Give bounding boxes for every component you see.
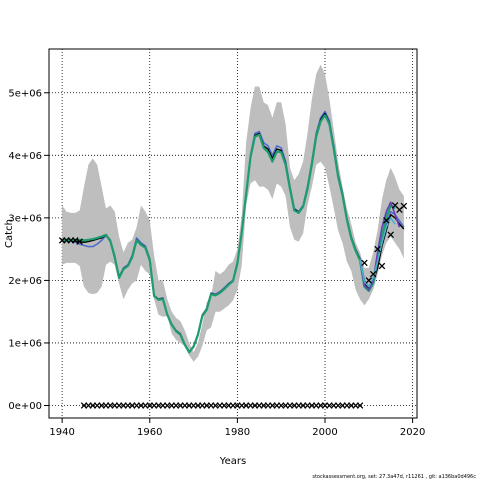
y-tick-label: 1e+06 xyxy=(8,338,42,349)
x-tick-label: 1960 xyxy=(137,427,162,438)
observed-point xyxy=(378,262,386,270)
x-axis-title: Years xyxy=(219,456,246,467)
confidence-band-area xyxy=(62,64,404,362)
observed-point xyxy=(369,270,377,278)
y-tick-label: 0e+00 xyxy=(8,401,42,412)
confidence-band xyxy=(62,64,404,362)
series-line-cyan xyxy=(359,217,396,288)
observed-point xyxy=(374,245,381,253)
x-axis: 1940 1960 1980 2000 2020 xyxy=(49,418,425,438)
observed-point xyxy=(72,237,79,244)
observed-point xyxy=(400,202,408,210)
observed-point xyxy=(365,277,373,284)
y-tick-label: 4e+06 xyxy=(8,151,42,162)
y-axis-title: Catch xyxy=(4,219,15,248)
footer-note: stockassessment.org, set: 27.3a47d, r112… xyxy=(312,474,476,480)
observed-point xyxy=(361,259,368,267)
observations xyxy=(58,202,408,409)
plot-frame xyxy=(48,48,418,419)
observed-point xyxy=(383,217,390,224)
observed-point xyxy=(387,231,394,239)
y-tick-label: 2e+06 xyxy=(8,276,42,287)
series-lines xyxy=(61,110,405,354)
observed-zero-point xyxy=(356,402,364,409)
series-line-green xyxy=(61,114,396,354)
observed-point xyxy=(76,238,83,245)
x-tick-label: 2020 xyxy=(400,427,425,438)
x-tick-label: 1940 xyxy=(49,427,74,438)
y-tick-label: 3e+06 xyxy=(8,213,42,224)
x-tick-label: 2000 xyxy=(312,427,337,438)
x-tick-label: 1980 xyxy=(225,427,250,438)
y-tick-label: 5e+06 xyxy=(8,88,42,99)
y-axis: 0e+00 1e+06 2e+06 3e+06 4e+06 5e+06 xyxy=(8,88,49,412)
